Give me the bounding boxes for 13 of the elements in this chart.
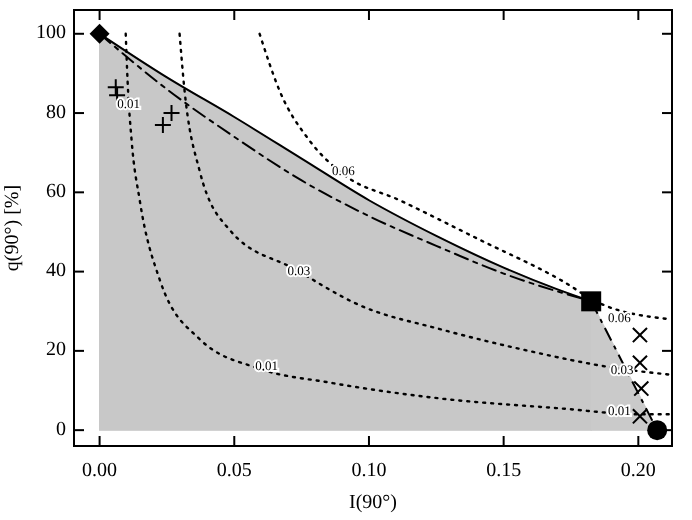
x-tick-label: 0.15 [486, 460, 522, 482]
y-tick-label: 20 [46, 339, 66, 362]
x-tick-label: 0.20 [620, 460, 656, 482]
x-tick-label: 0.10 [351, 460, 387, 482]
y-tick-label: 100 [36, 22, 66, 45]
y-tick-label: 60 [46, 180, 66, 203]
x-tick-label: 0.05 [216, 460, 252, 482]
y-tick-label: 80 [46, 101, 66, 124]
y-tick-label: 40 [46, 260, 66, 283]
x-tick-label: 0.00 [82, 460, 118, 482]
y-axis-title: q(90°) [%] [2, 184, 24, 272]
y-tick-label: 0 [56, 418, 66, 441]
x-axis-title: I(90°) [349, 492, 397, 514]
